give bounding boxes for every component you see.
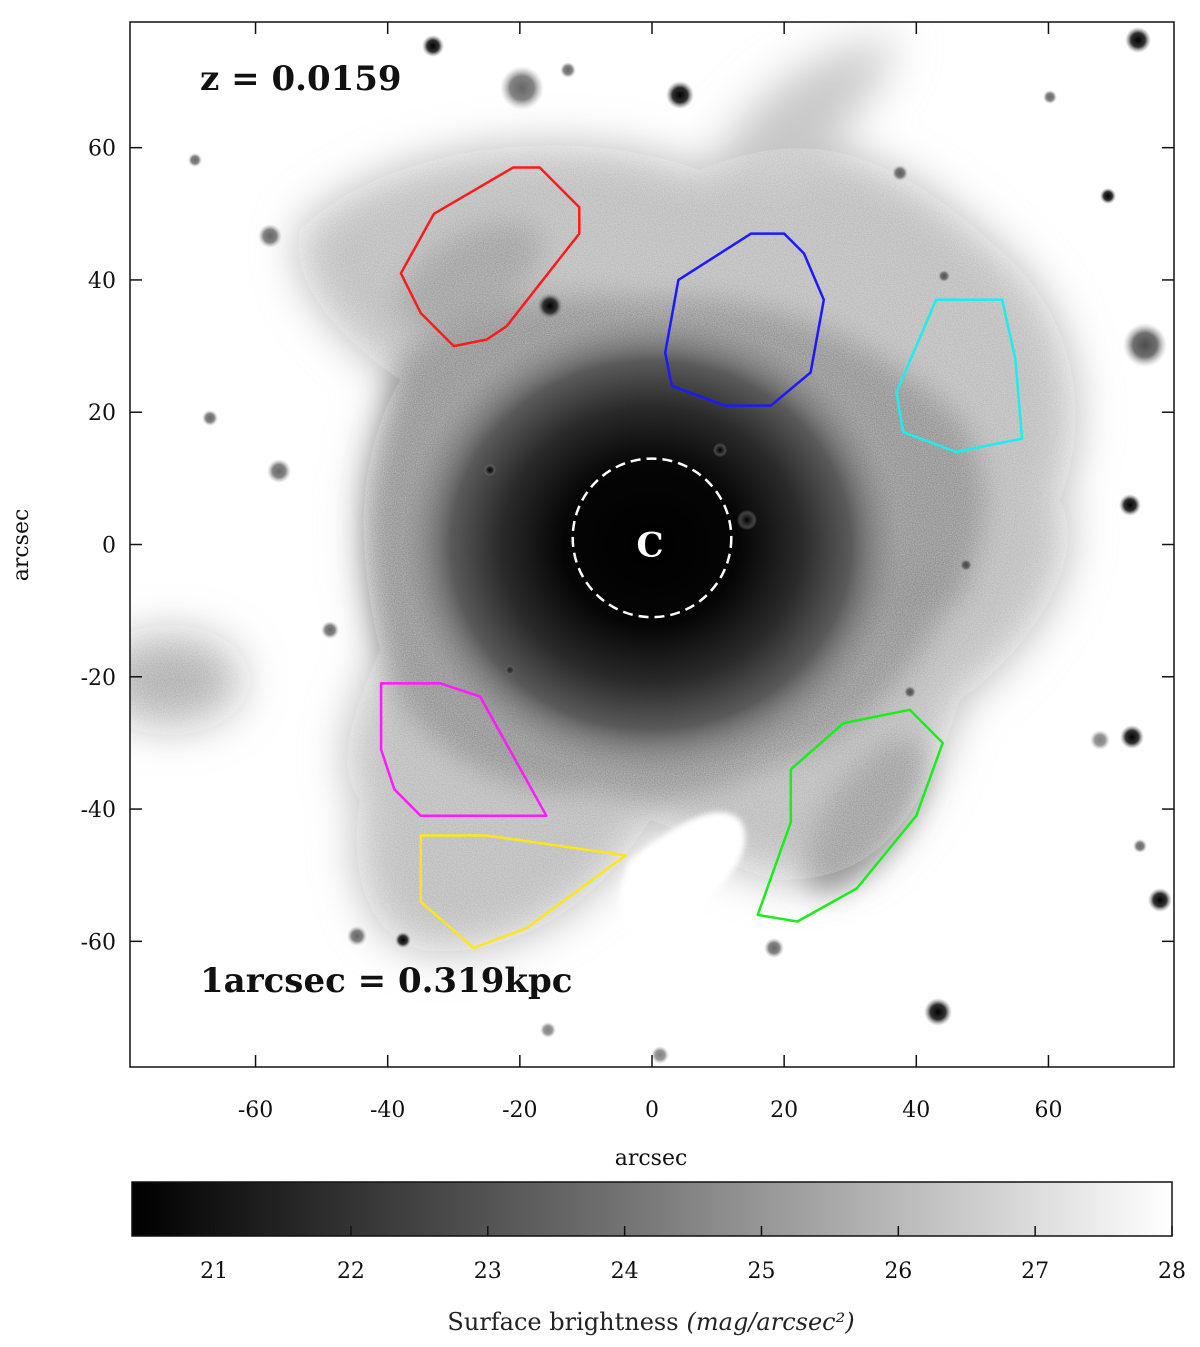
x-tick-label: 20 bbox=[770, 1098, 798, 1123]
x-tick-label: -60 bbox=[238, 1098, 273, 1123]
y-tick-label: 0 bbox=[102, 534, 116, 559]
red-region bbox=[399, 166, 581, 348]
colorbar-tick-label: 28 bbox=[1158, 1259, 1186, 1284]
axis-ticks: -60 -40 -20 0 20 40 60 60 40 20 0 -20 -40 -60 bbox=[81, 22, 1174, 1123]
colorbar-tick-label: 21 bbox=[200, 1259, 228, 1284]
scale-annotation: 1arcsec = 0.319kpc bbox=[200, 961, 572, 1001]
y-tick-label: -20 bbox=[81, 666, 116, 691]
magenta-region bbox=[379, 682, 548, 817]
yellow-region bbox=[419, 834, 627, 950]
colorbar-tick-label: 23 bbox=[474, 1259, 502, 1284]
x-tick-label: -20 bbox=[502, 1098, 537, 1123]
colorbar: 21 22 23 24 25 26 27 28 Surface brightness (mag/… bbox=[131, 1181, 1186, 1336]
white-wedge bbox=[620, 812, 746, 935]
colorbar-ticks: 21 22 23 24 25 26 27 28 bbox=[200, 1226, 1186, 1284]
green-region bbox=[756, 708, 944, 923]
center-marker: C bbox=[636, 526, 663, 566]
cyan-region bbox=[895, 298, 1024, 454]
region-overlays bbox=[379, 166, 1024, 950]
x-tick-label: -40 bbox=[370, 1098, 405, 1123]
y-tick-label: -40 bbox=[81, 798, 116, 823]
x-tick-label: 40 bbox=[902, 1098, 930, 1123]
inner-dashed-circle bbox=[571, 457, 733, 619]
colorbar-label: Surface brightness (mag/arcsec²) bbox=[447, 1308, 854, 1336]
colorbar-tick-label: 22 bbox=[337, 1259, 365, 1284]
blue-region bbox=[663, 232, 826, 407]
x-tick-label: 60 bbox=[1034, 1098, 1062, 1123]
redshift-annotation: z = 0.0159 bbox=[200, 59, 402, 99]
y-tick-label: 20 bbox=[88, 401, 116, 426]
y-tick-label: 40 bbox=[88, 269, 116, 294]
galaxy-core bbox=[401, 315, 901, 775]
colorbar-tick-label: 26 bbox=[884, 1259, 912, 1284]
x-axis-label: arcsec bbox=[615, 1146, 688, 1171]
colorbar-gradient bbox=[131, 1181, 1173, 1237]
y-tick-label: 60 bbox=[88, 137, 116, 162]
field-stars bbox=[188, 27, 1172, 1064]
x-tick-label: 0 bbox=[645, 1098, 659, 1123]
y-tick-label: -60 bbox=[81, 930, 116, 955]
colorbar-tick-label: 24 bbox=[611, 1259, 639, 1284]
y-axis-label: arcsec bbox=[9, 509, 34, 582]
galaxy-image: C z = 0.0159 1arcsec = 0.319kpc bbox=[130, 22, 1174, 1067]
colorbar-tick-label: 27 bbox=[1021, 1259, 1049, 1284]
colorbar-tick-label: 25 bbox=[747, 1259, 775, 1284]
